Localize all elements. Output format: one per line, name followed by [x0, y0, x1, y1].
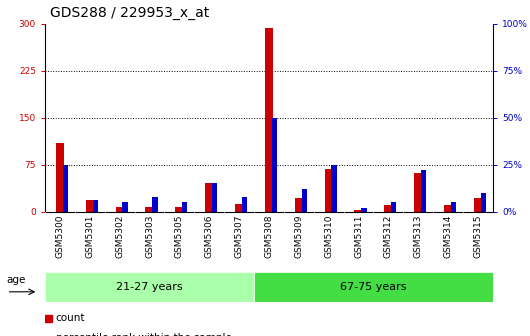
Bar: [93, 200, 98, 212]
Bar: [63, 165, 68, 212]
Text: GSM5308: GSM5308: [264, 215, 273, 258]
Bar: [175, 207, 183, 212]
Text: GSM5305: GSM5305: [175, 215, 184, 258]
Bar: [56, 143, 64, 212]
Text: count: count: [56, 313, 85, 323]
Bar: [45, 272, 254, 302]
Text: GSM5312: GSM5312: [384, 215, 393, 258]
Bar: [272, 118, 277, 212]
Bar: [45, 315, 52, 322]
Text: GSM5301: GSM5301: [85, 215, 94, 258]
Bar: [242, 197, 247, 212]
Bar: [302, 189, 307, 212]
Bar: [331, 165, 337, 212]
Bar: [421, 170, 426, 212]
Bar: [205, 183, 214, 212]
Text: GSM5309: GSM5309: [294, 215, 303, 258]
Bar: [391, 202, 396, 212]
Bar: [444, 205, 452, 212]
Text: GDS288 / 229953_x_at: GDS288 / 229953_x_at: [50, 6, 209, 20]
Bar: [361, 208, 367, 212]
Bar: [182, 202, 188, 212]
Text: 21-27 years: 21-27 years: [116, 282, 183, 292]
Text: GSM5311: GSM5311: [354, 215, 363, 258]
Text: age: age: [7, 275, 26, 285]
Bar: [481, 193, 486, 212]
Bar: [474, 198, 482, 212]
Text: GSM5303: GSM5303: [145, 215, 154, 258]
Bar: [265, 28, 273, 212]
Bar: [86, 200, 94, 212]
Bar: [235, 204, 243, 212]
Text: GSM5310: GSM5310: [324, 215, 333, 258]
Text: GSM5306: GSM5306: [205, 215, 214, 258]
Text: GSM5307: GSM5307: [235, 215, 244, 258]
Bar: [355, 210, 363, 212]
Bar: [116, 207, 124, 212]
Text: 67-75 years: 67-75 years: [340, 282, 407, 292]
Bar: [324, 169, 333, 212]
Text: GSM5302: GSM5302: [115, 215, 124, 258]
Bar: [384, 205, 393, 212]
Bar: [295, 198, 303, 212]
Bar: [254, 272, 493, 302]
Bar: [414, 173, 422, 212]
Bar: [122, 202, 128, 212]
Text: GSM5315: GSM5315: [473, 215, 482, 258]
Bar: [145, 207, 154, 212]
Text: GSM5314: GSM5314: [444, 215, 453, 258]
Bar: [212, 183, 217, 212]
Text: percentile rank within the sample: percentile rank within the sample: [56, 333, 232, 336]
Bar: [152, 197, 157, 212]
Bar: [451, 202, 456, 212]
Text: GSM5300: GSM5300: [56, 215, 65, 258]
Text: GSM5313: GSM5313: [414, 215, 423, 258]
